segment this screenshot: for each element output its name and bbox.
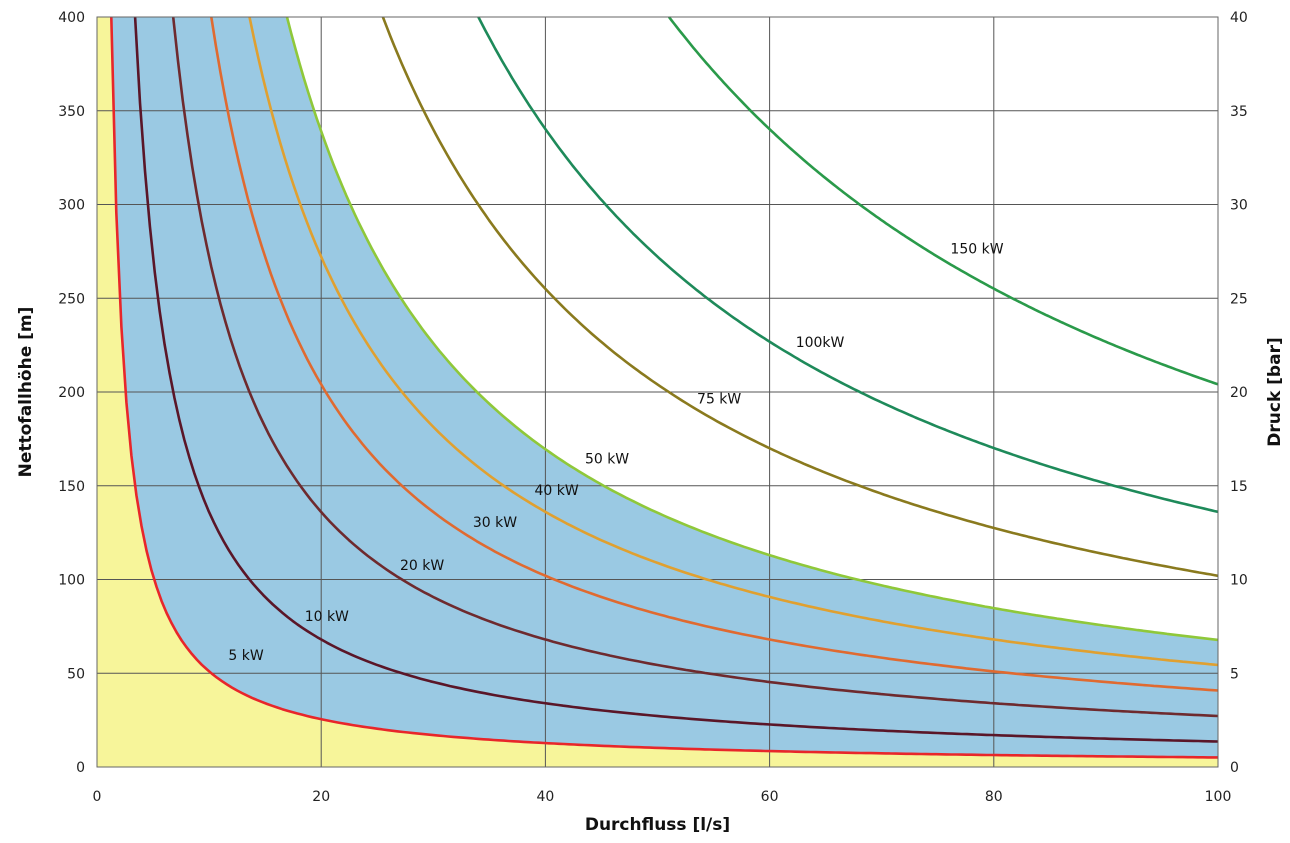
curve-label-30kw: 30 kW bbox=[473, 515, 517, 531]
x-tick-label: 0 bbox=[93, 789, 102, 805]
y2-tick-label: 10 bbox=[1230, 573, 1248, 589]
curve-50kw bbox=[285, 16, 1219, 642]
curve-label-40kw: 40 kW bbox=[535, 483, 579, 499]
y-tick-label: 50 bbox=[67, 666, 85, 682]
x-axis-title: Durchfluss [l/s] bbox=[585, 815, 730, 835]
curve-label-150kw: 150 kW bbox=[950, 241, 1003, 257]
x-tick-label: 80 bbox=[985, 789, 1003, 805]
curve-30kw bbox=[210, 16, 1219, 692]
x-tick-label: 20 bbox=[312, 789, 330, 805]
x-tick-label: 100 bbox=[1205, 789, 1232, 805]
y2-tick-label: 30 bbox=[1230, 198, 1248, 214]
y-tick-label: 250 bbox=[58, 291, 85, 307]
y2-tick-label: 35 bbox=[1230, 104, 1248, 120]
y-tick-label: 400 bbox=[58, 10, 85, 26]
curve-label-100kw: 100kW bbox=[796, 335, 845, 351]
y2-tick-label: 15 bbox=[1230, 479, 1248, 495]
y2-tick-label: 25 bbox=[1230, 291, 1248, 307]
y2-tick-label: 40 bbox=[1230, 10, 1248, 26]
y-tick-label: 300 bbox=[58, 198, 85, 214]
y2-tick-label: 20 bbox=[1230, 385, 1248, 401]
curve-label-50kw: 50 kW bbox=[585, 451, 629, 467]
y-tick-label: 100 bbox=[58, 573, 85, 589]
x-tick-label: 60 bbox=[761, 789, 779, 805]
curve-20kw bbox=[171, 16, 1219, 718]
y-tick-label: 350 bbox=[58, 104, 85, 120]
curve-label-20kw: 20 kW bbox=[400, 558, 444, 574]
curve-10kw bbox=[133, 16, 1219, 743]
curve-5kw bbox=[110, 16, 1218, 759]
curve-100kw bbox=[477, 16, 1219, 514]
y-axis-title: Nettofallhöhe [m] bbox=[16, 307, 36, 478]
y2-tick-label: 0 bbox=[1230, 760, 1239, 776]
curve-150kw bbox=[667, 16, 1219, 386]
region-5-to-50kw bbox=[111, 17, 1218, 758]
y-tick-label: 0 bbox=[76, 760, 85, 776]
curve-label-5kw: 5 kW bbox=[228, 648, 263, 664]
y-tick-label: 150 bbox=[58, 479, 85, 495]
y2-axis-title: Druck [bar] bbox=[1265, 337, 1285, 446]
curve-label-10kw: 10 kW bbox=[305, 609, 349, 625]
region-below-5kw bbox=[97, 17, 1218, 767]
x-tick-label: 40 bbox=[536, 789, 554, 805]
curve-label-75kw: 75 kW bbox=[697, 391, 741, 407]
y-tick-label: 200 bbox=[58, 385, 85, 401]
plot-frame bbox=[96, 16, 1219, 768]
curve-75kw bbox=[381, 16, 1219, 578]
y2-tick-label: 5 bbox=[1230, 666, 1239, 682]
curve-40kw bbox=[248, 16, 1219, 667]
